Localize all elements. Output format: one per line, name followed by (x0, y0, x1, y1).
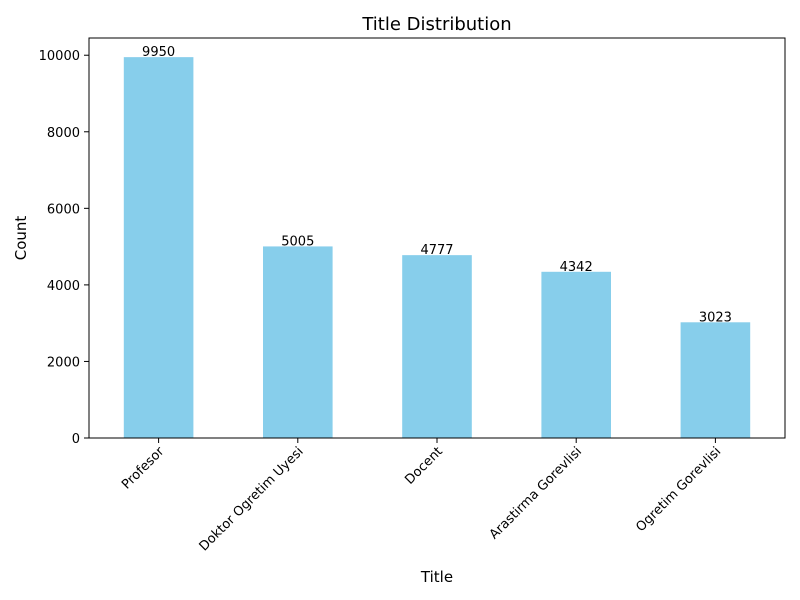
y-tick-label: 2000 (47, 355, 80, 370)
data-label: 9950 (142, 45, 175, 60)
x-axis-title: Title (420, 568, 453, 586)
bar (541, 271, 611, 438)
data-label: 5005 (281, 234, 314, 249)
y-tick-label: 8000 (47, 126, 80, 141)
y-tick-label: 0 (72, 432, 80, 447)
data-label: 3023 (699, 310, 732, 325)
x-tick-label: Profesor (119, 444, 168, 493)
y-tick-label: 4000 (47, 279, 80, 294)
chart-title: Title Distribution (361, 14, 511, 35)
x-tick-label: Ogretim Gorevlisi (633, 444, 724, 535)
x-tick-label: Arastirma Gorevlisi (487, 444, 585, 542)
axes-frame (88, 37, 786, 439)
bar (123, 57, 194, 438)
y-tick-label: 10000 (39, 49, 80, 64)
x-tick-label: Docent (402, 444, 445, 487)
bar (263, 246, 333, 438)
y-tick-label: 6000 (47, 202, 80, 217)
bar (402, 255, 472, 438)
plot-area: 9950 5005 4777 4342 3023 0 2000 4000 6000 8000 100… (39, 37, 786, 554)
y-axis-title: Count (12, 216, 30, 261)
x-tick-label: Doktor Ogretim Uyesi (197, 444, 307, 554)
data-label: 4777 (420, 243, 453, 258)
data-label: 4342 (560, 260, 593, 275)
bar (680, 322, 751, 438)
